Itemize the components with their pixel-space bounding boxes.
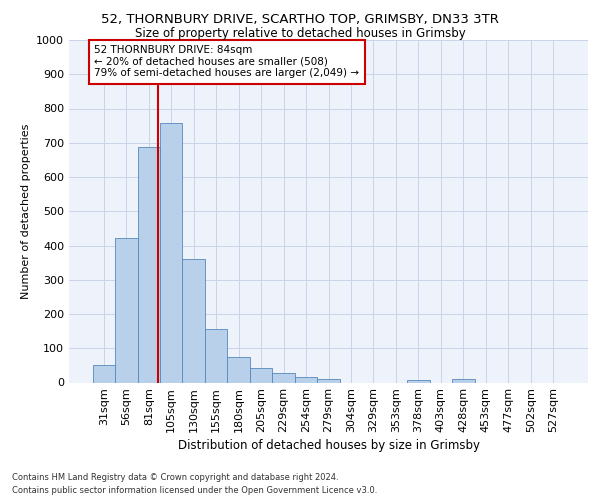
X-axis label: Distribution of detached houses by size in Grimsby: Distribution of detached houses by size … [178,440,479,452]
Text: Size of property relative to detached houses in Grimsby: Size of property relative to detached ho… [134,28,466,40]
Bar [205,330,227,382]
Text: 52, THORNBURY DRIVE, SCARTHO TOP, GRIMSBY, DN33 3TR: 52, THORNBURY DRIVE, SCARTHO TOP, GRIMSB… [101,12,499,26]
Bar [137,147,160,382]
Bar [317,379,340,382]
Bar [452,379,475,382]
Bar [115,238,137,382]
Bar [295,376,317,382]
Bar [92,364,115,382]
Text: Contains public sector information licensed under the Open Government Licence v3: Contains public sector information licen… [12,486,377,495]
Bar [227,357,250,382]
Bar [407,380,430,382]
Text: 52 THORNBURY DRIVE: 84sqm
← 20% of detached houses are smaller (508)
79% of semi: 52 THORNBURY DRIVE: 84sqm ← 20% of detac… [94,45,359,78]
Y-axis label: Number of detached properties: Number of detached properties [20,124,31,299]
Bar [250,368,272,382]
Bar [160,123,182,382]
Bar [272,374,295,382]
Text: Contains HM Land Registry data © Crown copyright and database right 2024.: Contains HM Land Registry data © Crown c… [12,472,338,482]
Bar [182,258,205,382]
